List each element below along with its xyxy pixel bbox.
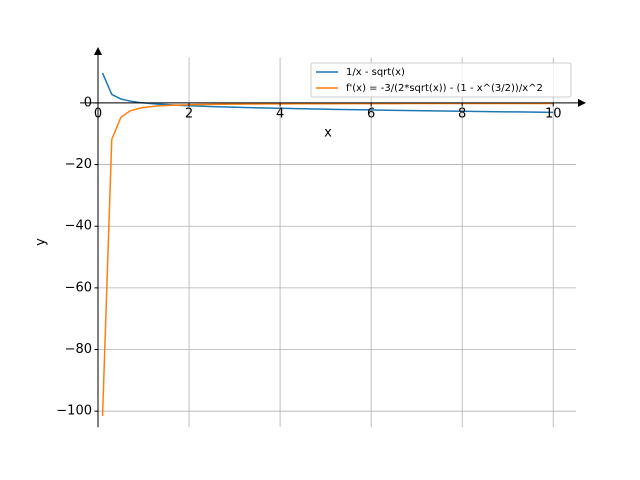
legend-box bbox=[310, 62, 572, 98]
legend-label: f'(x) = -3/(2*sqrt(x)) - (1 - x^(3/2))/x… bbox=[346, 83, 543, 94]
y-axis-label: y bbox=[34, 238, 49, 246]
axes: 0 2 4 6 8 10−100−80−60−40−200 bbox=[56, 47, 586, 428]
x-axis-arrow bbox=[578, 98, 586, 107]
x-tick-label: 10 bbox=[545, 106, 562, 121]
x-tick-label: 2 bbox=[185, 106, 193, 121]
x-tick-label: 6 bbox=[367, 106, 375, 121]
y-tick-label: −20 bbox=[65, 157, 92, 172]
grid bbox=[97, 57, 576, 428]
y-tick-label: −80 bbox=[65, 342, 92, 357]
y-tick-label: −40 bbox=[65, 219, 92, 234]
legend-label: 1/x - sqrt(x) bbox=[346, 67, 405, 78]
legend: 1/x - sqrt(x) f'(x) = -3/(2*sqrt(x)) - (1… bbox=[310, 62, 572, 98]
y-axis-arrow bbox=[94, 47, 102, 55]
x-axis-label: x bbox=[324, 126, 332, 141]
plot-lines bbox=[101, 72, 554, 417]
x-tick-label: 8 bbox=[458, 106, 466, 121]
x-tick-label: 4 bbox=[276, 106, 284, 121]
y-tick-label: −100 bbox=[56, 404, 92, 419]
series-line bbox=[101, 102, 554, 417]
y-tick-label: −60 bbox=[65, 280, 92, 295]
